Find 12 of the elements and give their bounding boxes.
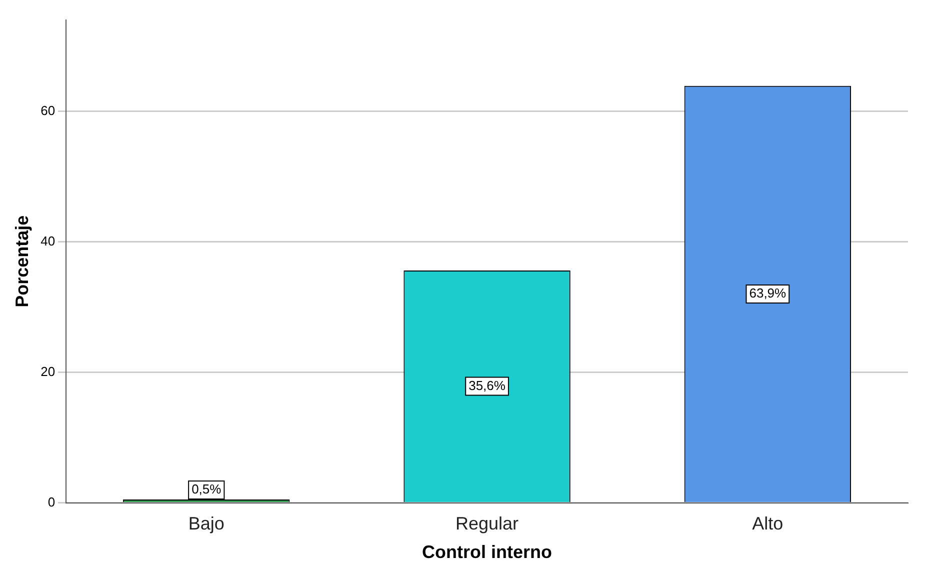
- x-tick-label: Bajo: [188, 514, 224, 534]
- y-tick-label: 60: [40, 102, 56, 118]
- x-axis-title: Control interno: [422, 542, 552, 562]
- x-tick-label: Alto: [752, 514, 784, 534]
- data-label: 35,6%: [468, 378, 506, 393]
- x-tick-label: Regular: [456, 514, 519, 534]
- data-label: 63,9%: [749, 286, 787, 301]
- y-axis-title: Porcentaje: [12, 215, 32, 308]
- data-label: 0,5%: [192, 482, 222, 497]
- y-tick-label: 0: [48, 494, 56, 510]
- y-tick-label: 20: [40, 364, 56, 379]
- y-tick-label: 40: [40, 233, 56, 248]
